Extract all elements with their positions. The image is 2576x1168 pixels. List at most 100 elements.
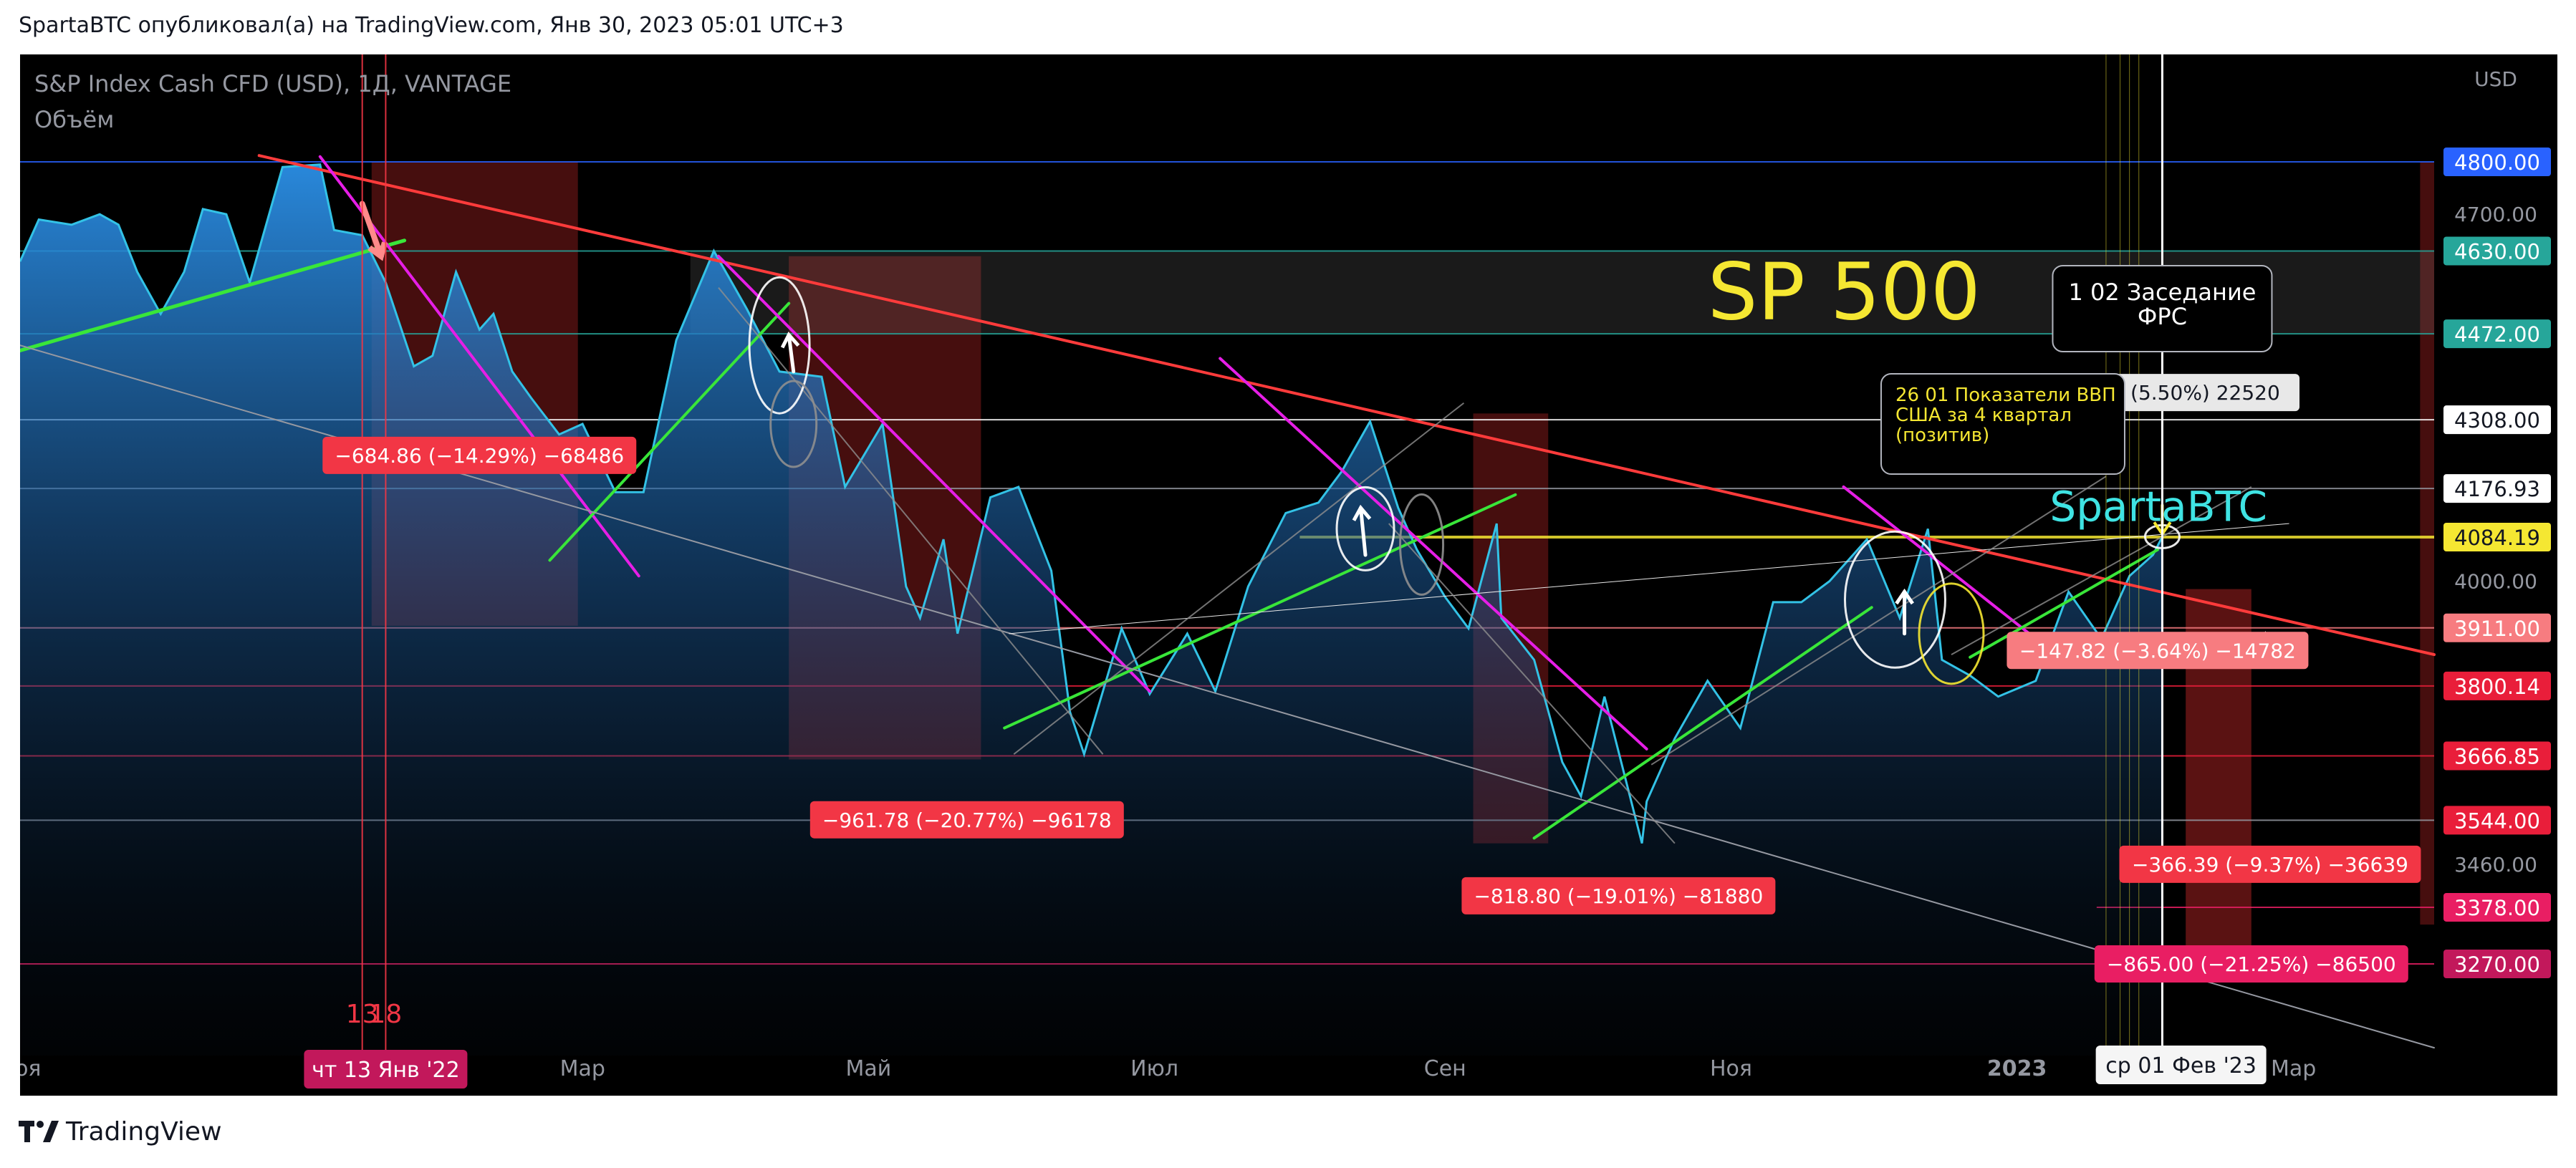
y-tick-label: 4000.00 bbox=[2454, 570, 2537, 594]
price-level-label: 3800.14 bbox=[2443, 671, 2551, 700]
date-marker-label: 18 bbox=[370, 1000, 403, 1029]
chart-legend-volume: Объём bbox=[34, 106, 114, 133]
price-level-label-box bbox=[2443, 950, 2551, 978]
price-level-label-box bbox=[2443, 474, 2551, 503]
arrow-head-icon bbox=[367, 241, 388, 261]
callout-text: ФРС bbox=[2138, 303, 2187, 330]
measure-label-text: −865.00 (−21.25%) −86500 bbox=[2107, 952, 2396, 976]
date-marker-label: 13 bbox=[346, 1000, 379, 1029]
measure-label-box bbox=[2094, 945, 2408, 983]
price-level-label: 4308.00 bbox=[2443, 405, 2551, 435]
price-area-fill bbox=[20, 164, 2163, 1056]
cursor-date-label-box bbox=[2095, 1046, 2267, 1084]
price-level-label-box bbox=[2443, 671, 2551, 700]
price-level-label-text: 3800.14 bbox=[2454, 675, 2540, 699]
measure-label-text: −684.86 (−14.29%) −68486 bbox=[335, 444, 624, 468]
price-level-label-text: 4084.19 bbox=[2454, 526, 2540, 550]
price-level-label: 3666.85 bbox=[2443, 741, 2551, 771]
callout-text: (позитив) bbox=[1895, 425, 1989, 446]
arrow-head-icon bbox=[780, 332, 800, 349]
channel-line bbox=[1388, 523, 1676, 844]
price-chart[interactable]: 4700.00 4000.00 3460.00 Ноя Мар Май Июл Сен Ноя 2… bbox=[0, 54, 2557, 1096]
chart-panel[interactable]: 4700.00 4000.00 3460.00 Ноя Мар Май Июл Сен Ноя 2… bbox=[0, 54, 2557, 1096]
price-level-label-box bbox=[2443, 405, 2551, 435]
price-level-label: 4084.19 bbox=[2443, 522, 2551, 551]
highlight-ellipse bbox=[1843, 530, 1946, 669]
price-line bbox=[19, 163, 2163, 844]
price-level-label-text: 3270.00 bbox=[2454, 952, 2540, 977]
measure-label-text: −366.39 (−9.37%) −36639 bbox=[2132, 853, 2408, 877]
channel-line bbox=[1650, 476, 2107, 766]
chart-watermark: SP 500 bbox=[1708, 246, 1981, 338]
measure-label: −961.78 (−20.77%) −96178 bbox=[809, 801, 1124, 839]
callout-text: 26 01 Показатели ВВП bbox=[1895, 385, 2116, 406]
support-trendline bbox=[18, 238, 407, 353]
tradingview-logo-icon bbox=[19, 1121, 59, 1142]
channel-line bbox=[1009, 523, 2289, 634]
channel-trendline bbox=[1219, 357, 1648, 750]
x-tick-label: Июл bbox=[1130, 1056, 1178, 1081]
price-level-label-box bbox=[2443, 741, 2551, 771]
measure-label: −366.39 (−9.37%) −36639 bbox=[2119, 845, 2421, 883]
support-trendline bbox=[1969, 548, 2159, 659]
publication-header: SpartaBTC опубликовал(а) на TradingView.… bbox=[19, 13, 844, 38]
price-level-label: 3378.00 bbox=[2443, 892, 2551, 922]
cursor-date-label-text: ср 01 Фев '23 bbox=[2105, 1053, 2257, 1078]
footer: TradingView bbox=[19, 1114, 222, 1149]
measure-label-text: −818.80 (−19.01%) −81880 bbox=[1474, 884, 1763, 908]
price-level-label-text: 3911.00 bbox=[2454, 617, 2540, 641]
arrow-icon bbox=[1358, 506, 1368, 557]
x-tick-label: Ноя bbox=[1710, 1056, 1752, 1081]
measure-label: −147.82 (−3.64%) −14782 bbox=[2007, 632, 2309, 670]
measure-label: −684.86 (−14.29%) −68486 bbox=[322, 436, 637, 474]
price-level-label-text: 4308.00 bbox=[2454, 408, 2540, 433]
crosshair-date-label-box bbox=[304, 1050, 468, 1089]
resistance-trendline bbox=[257, 154, 2436, 657]
arrow-icon bbox=[787, 333, 796, 374]
measure-label: −818.80 (−19.01%) −81880 bbox=[1461, 877, 1776, 914]
highlight-ellipse bbox=[1335, 486, 1395, 571]
crosshair-date-label-text: чт 13 Янв '22 bbox=[312, 1058, 460, 1083]
crosshair-date-label: чт 13 Янв '22 bbox=[304, 1050, 468, 1089]
support-trendline bbox=[1003, 493, 1517, 730]
highlight-ellipse bbox=[748, 276, 811, 415]
price-level-label-text: 3544.00 bbox=[2454, 809, 2540, 833]
chart-legend-symbol: S&P Index Cash CFD (USD), 1Д, VANTAGE bbox=[34, 70, 511, 97]
callout-text: 1 02 Заседание bbox=[2068, 279, 2256, 306]
y-tick-label: 4700.00 bbox=[2454, 203, 2537, 226]
axis-currency-label: USD bbox=[2474, 67, 2517, 91]
y-tick-label: 3460.00 bbox=[2454, 853, 2537, 877]
price-level-label-text: 4800.00 bbox=[2454, 150, 2540, 175]
arrow-icon bbox=[359, 201, 384, 259]
highlight-ellipse bbox=[1918, 582, 1985, 685]
price-level-label: 4472.00 bbox=[2443, 319, 2551, 349]
x-tick-label: Сен bbox=[1424, 1056, 1466, 1081]
x-tick-label: Мар bbox=[560, 1056, 605, 1081]
price-level-label-box bbox=[2443, 148, 2551, 176]
measure-label-text: −961.78 (−20.77%) −96178 bbox=[822, 809, 1112, 832]
price-level-label-box bbox=[2443, 319, 2551, 349]
price-level-label: 3270.00 bbox=[2443, 950, 2551, 978]
price-level-label-box bbox=[2443, 236, 2551, 266]
price-level-label-box bbox=[2443, 522, 2551, 551]
support-trendline bbox=[1532, 606, 1873, 840]
x-tick-label: 2023 bbox=[1987, 1056, 2047, 1081]
price-level-label-text: 3666.85 bbox=[2454, 744, 2540, 768]
price-level-label-box bbox=[2443, 806, 2551, 835]
measure-label-text: −147.82 (−3.64%) −14782 bbox=[2019, 639, 2296, 662]
price-level-label: 3544.00 bbox=[2443, 806, 2551, 835]
price-level-label: 4630.00 bbox=[2443, 236, 2551, 266]
price-level-label: 4176.93 bbox=[2443, 474, 2551, 503]
channel-trendline bbox=[1842, 485, 2061, 659]
price-level-label-text: 4630.00 bbox=[2454, 239, 2540, 264]
price-level-label-text: 4472.00 bbox=[2454, 322, 2540, 347]
measure-label-box bbox=[809, 801, 1124, 839]
measure-label-box bbox=[322, 436, 637, 474]
footer-brand: TradingView bbox=[66, 1116, 222, 1147]
price-level-label: 4800.00 bbox=[2443, 148, 2551, 176]
x-tick-label: Ноя bbox=[20, 1056, 41, 1081]
measure-label: −865.00 (−21.25%) −86500 bbox=[2094, 945, 2408, 983]
channel-trendline bbox=[717, 254, 1152, 693]
